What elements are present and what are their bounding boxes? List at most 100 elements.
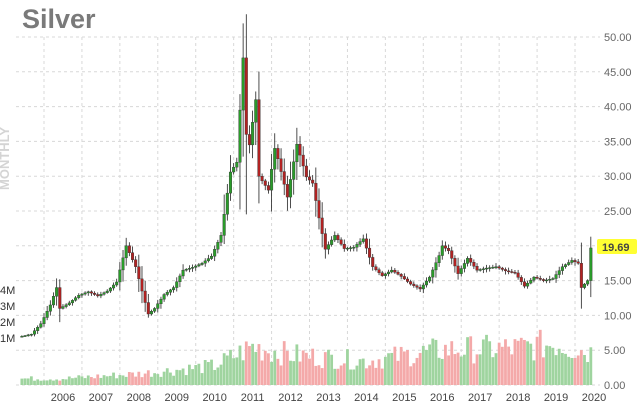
candle	[371, 253, 375, 271]
candle	[532, 276, 536, 283]
time-axis: 2006 2007 2008 2009 2010 2011 2012 2013 2014 2015…	[51, 392, 607, 404]
candle	[153, 307, 157, 313]
volume-bar	[102, 375, 106, 385]
volume-bar	[86, 375, 90, 385]
candle	[276, 144, 280, 170]
volume-bar	[586, 362, 590, 385]
x-tick-label: 2009	[165, 392, 189, 404]
current-price-tag: 19.69	[597, 239, 637, 254]
volume-bar	[488, 341, 492, 385]
candle	[187, 265, 191, 273]
candle	[251, 110, 255, 159]
volume-bar	[311, 348, 315, 385]
candle	[387, 269, 391, 277]
candle	[551, 277, 555, 281]
candle	[108, 287, 112, 293]
candle	[510, 269, 514, 274]
volume-bar	[573, 357, 577, 385]
volume-bar	[52, 380, 55, 385]
y-tick-label: 10.00	[604, 310, 632, 322]
volume-bar	[567, 356, 571, 385]
candle	[326, 241, 330, 255]
volume-bar	[143, 373, 147, 385]
candle	[289, 161, 293, 209]
candle	[143, 280, 147, 312]
volume-bar	[529, 343, 533, 385]
candle	[168, 288, 172, 296]
candle	[162, 293, 166, 302]
candle	[292, 149, 296, 195]
candle	[466, 256, 470, 267]
candle	[497, 264, 501, 270]
volume-tick-label: 4M	[0, 285, 15, 297]
x-tick-label: 2006	[51, 392, 75, 404]
volume-bar	[108, 375, 112, 385]
candle	[279, 148, 283, 181]
volume-bar	[469, 336, 473, 385]
candle	[450, 246, 454, 265]
volume-bar	[317, 365, 321, 385]
volume-bar	[33, 380, 36, 385]
candle	[39, 320, 43, 329]
volume-axis: 4M 3M 2M 1M	[0, 285, 15, 345]
candle	[541, 278, 545, 283]
volume-bar	[406, 350, 409, 385]
y-tick-label: 45.00	[604, 67, 632, 79]
volume-bar	[58, 380, 62, 385]
volume-bar	[481, 339, 485, 385]
x-tick-label: 2016	[430, 392, 454, 404]
volume-bar	[222, 353, 226, 385]
candle	[67, 300, 71, 307]
price-candles	[20, 14, 593, 338]
candle	[564, 263, 568, 269]
candle	[36, 325, 40, 334]
candle	[418, 284, 422, 293]
volume-bar	[55, 379, 59, 385]
volume-bar	[472, 363, 476, 385]
volume-bar	[434, 339, 438, 385]
volume-bars	[20, 329, 593, 385]
volume-bar	[124, 376, 128, 385]
candle	[20, 335, 24, 338]
candle	[178, 273, 182, 288]
candle	[146, 293, 150, 318]
volume-bar	[304, 352, 308, 385]
candle	[538, 275, 542, 281]
candle	[172, 285, 176, 293]
volume-bar	[45, 380, 49, 385]
candle	[149, 309, 153, 316]
x-tick-label: 2019	[544, 392, 568, 404]
candle	[127, 242, 131, 257]
volume-bar	[36, 379, 40, 385]
volume-bar	[431, 338, 435, 385]
volume-bar	[270, 361, 273, 385]
volume-bar	[162, 371, 166, 385]
candle	[431, 266, 435, 284]
volume-bar	[267, 353, 270, 385]
candle	[557, 266, 561, 279]
candle	[339, 237, 343, 246]
candle	[124, 237, 128, 266]
volume-bar	[507, 346, 511, 385]
candle	[311, 175, 315, 187]
volume-bar	[285, 350, 289, 385]
volume-bar	[118, 375, 122, 385]
candle	[405, 276, 409, 284]
candle	[374, 264, 378, 272]
candle	[491, 264, 495, 269]
candle	[244, 14, 248, 215]
x-tick-label: 2017	[468, 392, 492, 404]
volume-bar	[500, 346, 504, 385]
volume-bar	[216, 367, 220, 385]
candle	[102, 291, 106, 296]
volume-bar	[210, 359, 213, 385]
candle	[26, 333, 30, 337]
y-tick-label: 40.00	[604, 102, 632, 114]
volume-bar	[175, 369, 179, 385]
candle	[55, 278, 59, 306]
volume-bar	[377, 359, 381, 385]
candle	[368, 238, 372, 265]
volume-bar	[393, 346, 397, 385]
volume-bar	[535, 336, 539, 385]
candle	[488, 265, 492, 272]
